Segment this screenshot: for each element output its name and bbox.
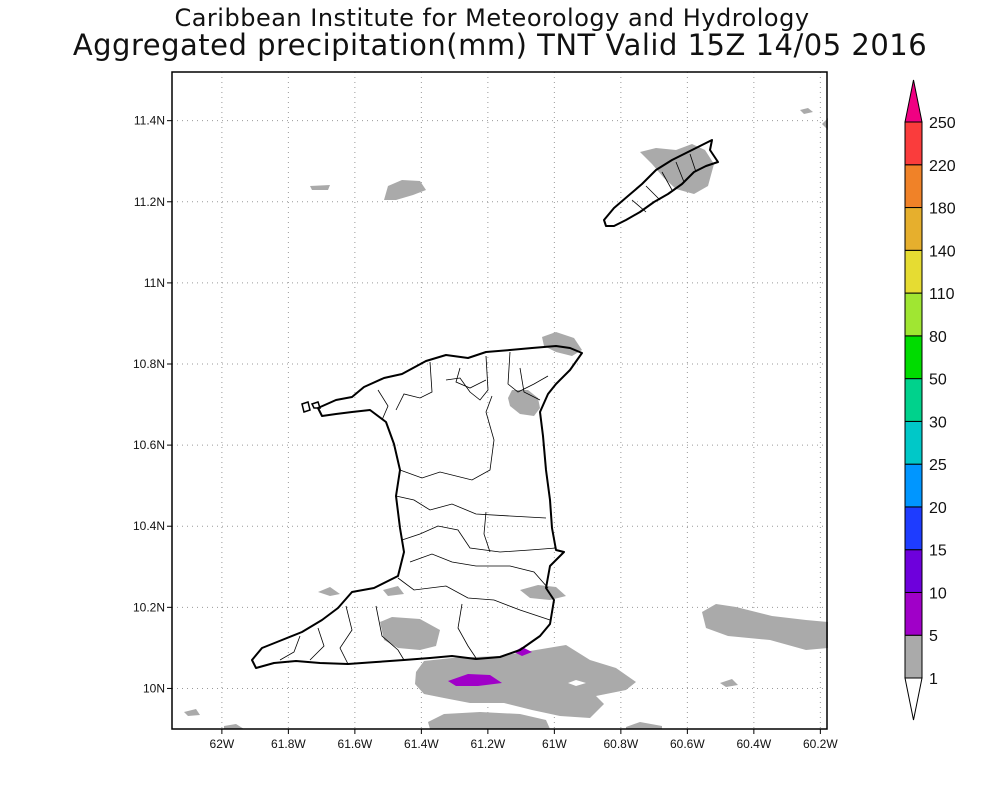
colorbar-swatch	[904, 591, 923, 636]
y-tick-label: 10N	[143, 681, 165, 695]
x-tick-label: 60.4W	[737, 737, 772, 751]
colorbar-label: 10	[929, 585, 947, 602]
precip-area	[542, 332, 582, 356]
x-tick-label: 62W	[210, 737, 235, 751]
trinidad-islet	[310, 401, 322, 409]
y-tick-label: 10.4N	[133, 519, 165, 533]
precip-shading-1-5mm	[184, 108, 828, 729]
x-tick-label: 61.2W	[471, 737, 506, 751]
precip-area	[380, 617, 440, 650]
colorbar-swatch	[904, 164, 923, 209]
x-axis: 62W 61.8W 61.6W 61.4W 61.2W 61W 60.8W 60.6W 60.4…	[210, 729, 838, 751]
precip-area	[383, 586, 404, 596]
trinidad-islet	[301, 401, 311, 413]
trinidad-boundaries	[279, 351, 557, 665]
colorbar-label: 110	[929, 286, 955, 303]
x-tick-label: 61W	[542, 737, 567, 751]
colorbar-label: 180	[929, 201, 956, 218]
precip-shading-5-10mm	[448, 647, 532, 686]
precip-area	[184, 709, 200, 716]
x-tick-label: 60.2W	[803, 737, 838, 751]
precip-area	[415, 645, 636, 718]
colorbar-label: 220	[929, 158, 956, 175]
precip-area	[640, 144, 714, 194]
colorbar-label: 30	[929, 414, 947, 431]
x-tick-label: 61.6W	[338, 737, 373, 751]
precip-area	[626, 722, 662, 729]
precip-holes	[568, 680, 586, 686]
colorbar-swatch	[904, 121, 923, 166]
precip-area	[520, 585, 566, 600]
colorbar-label: 1	[929, 671, 938, 688]
x-tick-label: 61.4W	[404, 737, 439, 751]
precip-area	[514, 647, 532, 656]
colorbar-label: 250	[929, 115, 956, 132]
precip-area	[508, 390, 540, 416]
colorbar-label: 80	[929, 329, 947, 346]
colorbar-swatch	[904, 378, 923, 422]
precip-area	[384, 180, 426, 200]
x-tick-label: 61.8W	[271, 737, 306, 751]
y-tick-label: 11.2N	[134, 195, 165, 209]
precip-area	[448, 674, 502, 686]
colorbar-label: 5	[929, 628, 938, 645]
colorbar-label: 20	[929, 500, 947, 517]
colorbar-label: 15	[929, 543, 947, 560]
colorbar-swatch	[904, 335, 923, 380]
precip-area	[720, 679, 738, 687]
colorbar-label: 140	[929, 243, 956, 260]
chart-title-org: Caribbean Institute for Meteorology and …	[174, 4, 810, 32]
precip-area	[224, 724, 244, 729]
x-tick-label: 60.8W	[604, 737, 639, 751]
colorbar-swatch	[904, 420, 923, 465]
y-axis: 10N 10.2N 10.4N 10.6N 10.8N 11N 11.2N 11.4N	[133, 114, 172, 695]
precip-area	[800, 108, 813, 114]
colorbar-min-arrow	[904, 677, 923, 721]
tobago-boundaries	[631, 153, 697, 213]
colorbar-swatch	[904, 207, 923, 251]
y-tick-label: 10.6N	[133, 438, 165, 452]
precip-area	[310, 185, 330, 190]
x-tick-label: 60.6W	[670, 737, 705, 751]
colorbar-swatch	[904, 249, 923, 294]
y-tick-label: 10.2N	[133, 600, 165, 614]
precip-area	[428, 712, 550, 729]
colorbar-max-arrow	[904, 79, 923, 123]
colorbar-label: 25	[929, 457, 947, 474]
y-tick-label: 11.4N	[134, 114, 165, 128]
y-tick-label: 11N	[144, 276, 165, 290]
y-tick-label: 10.8N	[133, 357, 165, 371]
tobago-coastline	[603, 139, 719, 227]
map-frame	[171, 71, 828, 730]
colorbar-swatch	[904, 549, 923, 593]
colorbar-swatch	[904, 634, 923, 679]
colorbar-swatch	[904, 463, 923, 508]
colorbar-label: 50	[929, 372, 947, 389]
precip-area	[702, 604, 828, 650]
chart-title-product: Aggregated precipitation(mm) TNT Valid 1…	[72, 28, 928, 62]
colorbar-swatch	[904, 506, 923, 551]
precip-area	[318, 587, 340, 596]
colorbar-swatch	[904, 292, 923, 337]
trinidad-coastline	[251, 345, 583, 669]
